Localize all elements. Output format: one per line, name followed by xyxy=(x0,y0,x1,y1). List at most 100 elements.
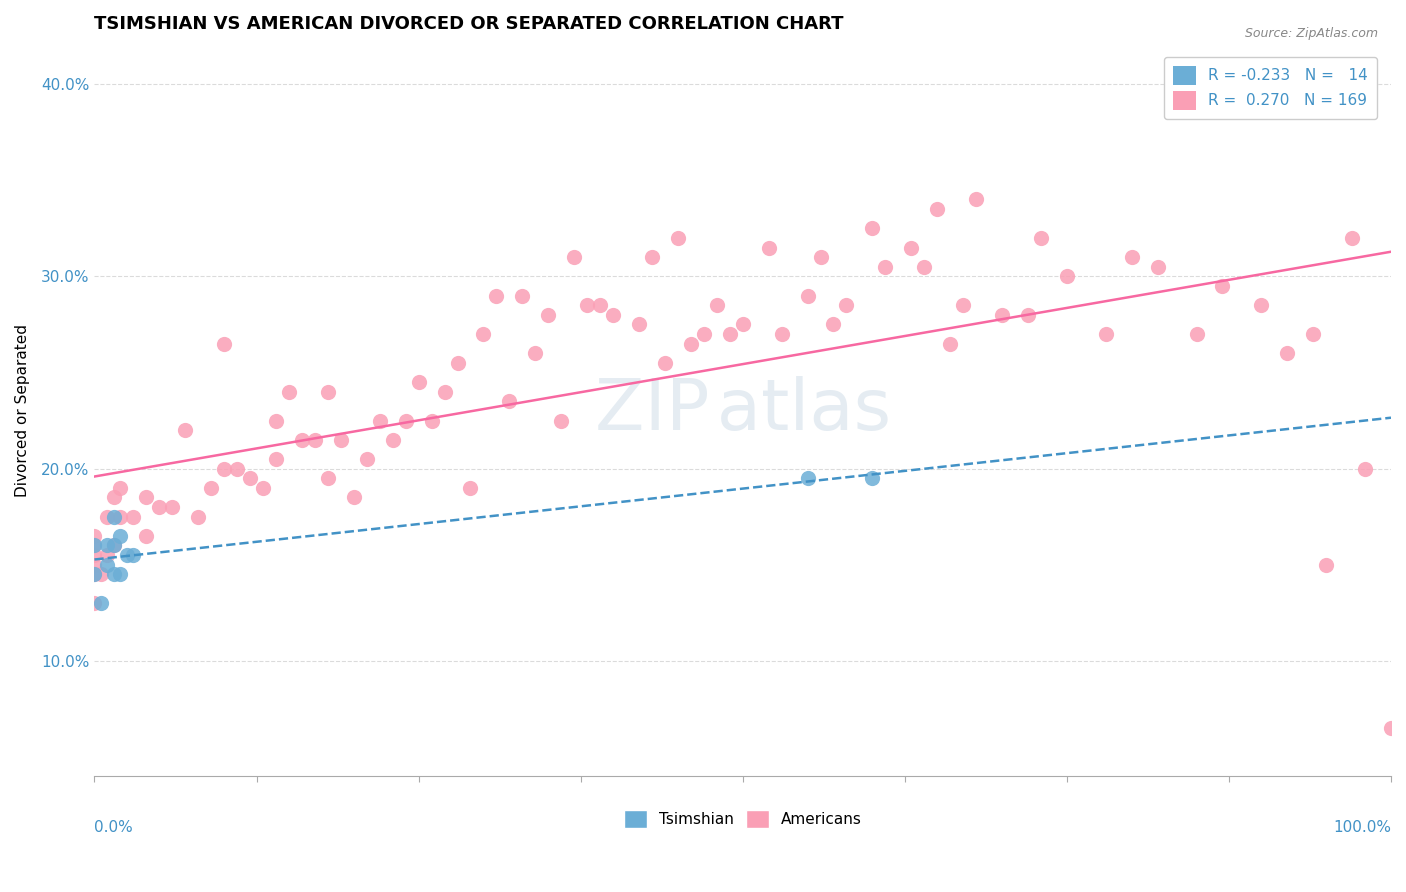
Point xyxy=(115,548,138,562)
Point xyxy=(122,509,145,524)
Point xyxy=(472,326,495,341)
Point xyxy=(939,336,962,351)
Point xyxy=(537,308,560,322)
Point xyxy=(860,471,883,485)
Point xyxy=(1211,279,1233,293)
Point xyxy=(796,471,818,485)
Point xyxy=(356,452,378,467)
Point xyxy=(174,423,197,437)
Text: ZIP atlas: ZIP atlas xyxy=(595,376,891,445)
Point xyxy=(758,240,780,254)
Point xyxy=(770,326,793,341)
Point xyxy=(408,375,430,389)
Point xyxy=(83,539,105,553)
Point xyxy=(316,384,339,399)
Point xyxy=(316,471,339,485)
Point xyxy=(103,539,125,553)
Point xyxy=(103,567,125,582)
Point xyxy=(83,596,105,610)
Point xyxy=(96,539,118,553)
Point xyxy=(110,567,132,582)
Point xyxy=(1379,721,1402,735)
Point xyxy=(1341,231,1364,245)
Point xyxy=(103,509,125,524)
Point xyxy=(498,394,520,409)
Point xyxy=(965,193,987,207)
Point xyxy=(460,481,482,495)
Point xyxy=(550,413,572,427)
Text: 0.0%: 0.0% xyxy=(94,820,134,835)
Point xyxy=(264,413,287,427)
Point xyxy=(510,288,533,302)
Point xyxy=(291,433,314,447)
Point xyxy=(900,240,922,254)
Point xyxy=(810,250,832,264)
Point xyxy=(381,433,404,447)
Point xyxy=(1017,308,1039,322)
Point xyxy=(1302,326,1324,341)
Point xyxy=(200,481,222,495)
Point xyxy=(731,318,754,332)
Point xyxy=(602,308,624,322)
Point xyxy=(278,384,301,399)
Point xyxy=(823,318,845,332)
Point xyxy=(991,308,1014,322)
Point xyxy=(420,413,443,427)
Point xyxy=(446,356,468,370)
Point xyxy=(1146,260,1168,274)
Point xyxy=(83,529,105,543)
Point xyxy=(83,567,105,582)
Point xyxy=(264,452,287,467)
Point xyxy=(83,567,105,582)
Y-axis label: Divorced or Separated: Divorced or Separated xyxy=(15,325,30,498)
Point xyxy=(485,288,508,302)
Point xyxy=(562,250,585,264)
Point xyxy=(524,346,547,360)
Point xyxy=(252,481,274,495)
Point xyxy=(693,326,716,341)
Point xyxy=(122,548,145,562)
Point xyxy=(718,326,741,341)
Point xyxy=(927,202,949,216)
Point xyxy=(96,548,118,562)
Point xyxy=(1029,231,1052,245)
Point xyxy=(212,336,235,351)
Point xyxy=(110,481,132,495)
Point xyxy=(654,356,676,370)
Point xyxy=(1354,461,1376,475)
Point xyxy=(796,288,818,302)
Point xyxy=(368,413,391,427)
Point xyxy=(96,558,118,572)
Text: Source: ZipAtlas.com: Source: ZipAtlas.com xyxy=(1244,27,1378,40)
Point xyxy=(96,509,118,524)
Point xyxy=(135,529,157,543)
Point xyxy=(135,491,157,505)
Point xyxy=(304,433,326,447)
Point xyxy=(1121,250,1143,264)
Point xyxy=(83,558,105,572)
Point xyxy=(110,509,132,524)
Point xyxy=(1094,326,1116,341)
Point xyxy=(395,413,418,427)
Point xyxy=(576,298,599,312)
Point xyxy=(1250,298,1272,312)
Point xyxy=(627,318,650,332)
Point xyxy=(433,384,456,399)
Point xyxy=(212,461,235,475)
Point xyxy=(679,336,702,351)
Point xyxy=(162,500,184,514)
Point xyxy=(589,298,612,312)
Point xyxy=(666,231,689,245)
Point xyxy=(103,539,125,553)
Point xyxy=(343,491,366,505)
Point xyxy=(835,298,858,312)
Point xyxy=(912,260,935,274)
Point xyxy=(83,539,105,553)
Point xyxy=(103,491,125,505)
Point xyxy=(83,548,105,562)
Point xyxy=(110,529,132,543)
Point xyxy=(90,567,112,582)
Text: 100.0%: 100.0% xyxy=(1333,820,1391,835)
Point xyxy=(1185,326,1208,341)
Point xyxy=(148,500,170,514)
